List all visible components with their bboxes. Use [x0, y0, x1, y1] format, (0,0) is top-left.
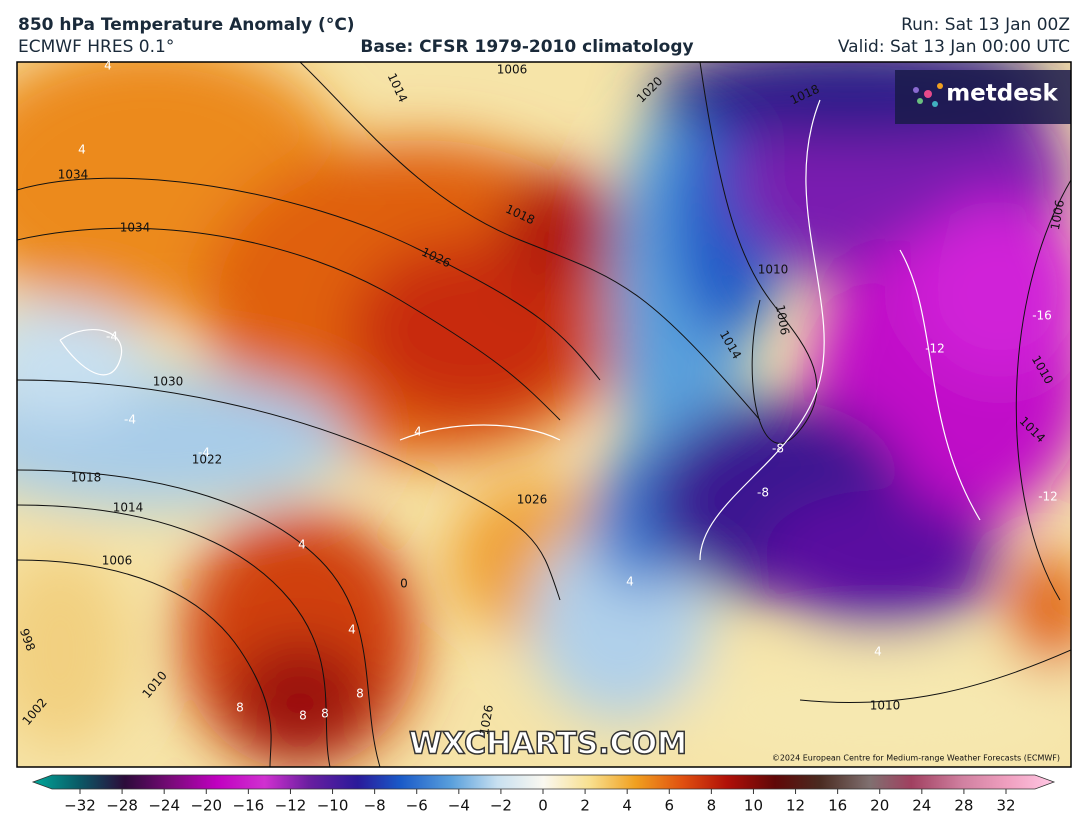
colorbar-tick-label: 0: [538, 797, 548, 815]
anomaly-label: 8: [356, 687, 364, 701]
isobar-label: 1006: [773, 304, 792, 337]
anomaly-labels: 4 4 -4 -4 -4 4 -16 -12 -8 -8 -12 4 8 8 8…: [78, 59, 1058, 723]
colorbar-tick-label: 12: [786, 797, 805, 815]
watermark: WXCHARTS.COM: [409, 727, 687, 762]
anomaly-label: 4: [626, 575, 634, 589]
colorbar-tick-label: −16: [233, 797, 265, 815]
isobar-label: 1022: [192, 453, 223, 467]
colorbar-tick-label: −2: [490, 797, 512, 815]
title: 850 hPa Temperature Anomaly (°C): [18, 15, 355, 35]
anomaly-label: 4: [348, 623, 356, 637]
isobar-label: 1006: [102, 554, 133, 568]
isobar-label: 1010: [758, 263, 789, 277]
map: [17, 62, 1071, 767]
colorbar-tick-label: 6: [664, 797, 674, 815]
anomaly-label: 8: [299, 709, 307, 723]
colorbar-tick-label: −28: [106, 797, 138, 815]
colorbar-tick-label: 24: [912, 797, 931, 815]
anomaly-label: 0: [400, 577, 408, 591]
isobar-label: 1006: [497, 63, 528, 77]
anomaly-label: 8: [236, 701, 244, 715]
colorbar-tick-label: −4: [448, 797, 470, 815]
anomaly-label: -4: [106, 330, 118, 344]
isobar-label: 1010: [870, 699, 901, 713]
run: Run: Sat 13 Jan 00Z: [901, 15, 1070, 35]
colorbar-tick-label: −8: [364, 797, 386, 815]
anomaly-label: 4: [298, 538, 306, 552]
colorbar-tick-label: −10: [317, 797, 349, 815]
logo-text: metdesk: [946, 81, 1058, 107]
anomaly-label: -12: [1038, 490, 1058, 504]
anomaly-label: -16: [1032, 309, 1052, 323]
model: ECMWF HRES 0.1°: [18, 37, 174, 57]
anomaly-label: -8: [757, 486, 769, 500]
anomaly-label: 4: [414, 425, 422, 439]
valid: Valid: Sat 13 Jan 00:00 UTC: [838, 37, 1070, 57]
anomaly-label: -4: [124, 413, 136, 427]
isobar-label: 1026: [477, 704, 496, 737]
colorbar-ticks: −32 −28 −24 −20 −16 −12 −10 −8 −6 −4 −2 0 2 4 6 8 10 12 16…: [64, 789, 1016, 815]
colorbar-tick-label: 2: [580, 797, 590, 815]
colorbar-tick-label: 28: [954, 797, 973, 815]
colorbar-tick-label: −32: [64, 797, 96, 815]
colorbar-tick-label: 20: [870, 797, 889, 815]
isobar-label: 1034: [58, 168, 89, 182]
anomaly-label: -12: [925, 342, 945, 356]
isobar-label: 1006: [1048, 199, 1067, 232]
colorbar-tick-label: −12: [275, 797, 307, 815]
anomaly-label: -8: [772, 442, 784, 456]
anomaly-label: 4: [104, 59, 112, 73]
isobar-label: 1018: [71, 471, 102, 485]
anomaly-label: 4: [78, 143, 86, 157]
colorbar-tick-label: 8: [707, 797, 717, 815]
colorbar-tick-label: 4: [622, 797, 632, 815]
colorbar-tick-label: 16: [828, 797, 847, 815]
isobar-label: 1014: [113, 501, 144, 515]
isobar-label: 1026: [517, 493, 548, 507]
colorbar-tick-label: −6: [406, 797, 428, 815]
isobar-label: 1034: [120, 221, 151, 235]
logo: metdesk: [913, 81, 1059, 107]
base: Base: CFSR 1979-2010 climatology: [360, 37, 693, 57]
colorbar-tick-label: 10: [744, 797, 763, 815]
anomaly-label: 4: [874, 645, 882, 659]
colorbar-tick-label: −20: [190, 797, 222, 815]
colorbar-tick-label: −24: [148, 797, 180, 815]
anomaly-label: 8: [321, 707, 329, 721]
colorbar-tick-label: 32: [996, 797, 1015, 815]
anomaly-label: -4: [198, 446, 210, 460]
copyright: ©2024 European Centre for Medium-range W…: [772, 754, 1060, 763]
isobar-label: 1030: [153, 375, 184, 389]
colorbar: [31, 774, 1056, 790]
